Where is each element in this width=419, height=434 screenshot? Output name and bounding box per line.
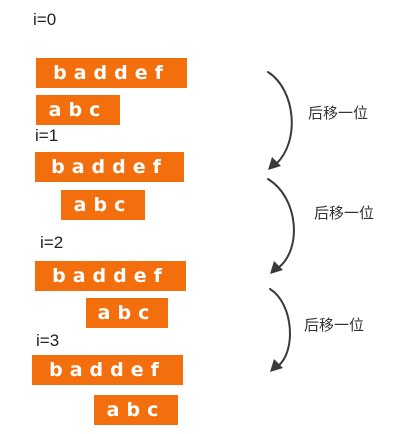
step-label-1: i=1 <box>35 126 59 145</box>
main-string-bar-1: baddef <box>35 152 184 182</box>
main-string-bar-0: baddef <box>36 58 187 88</box>
main-string-bar-2: baddef <box>35 261 186 291</box>
step-label-2: i=2 <box>40 233 64 252</box>
shift-note-0: 后移一位 <box>308 104 369 122</box>
shift-arrowhead-0 <box>268 157 281 170</box>
shift-note-1: 后移一位 <box>314 204 375 222</box>
shift-note-2: 后移一位 <box>304 316 365 334</box>
pattern-string-bar-3: abc <box>94 395 178 425</box>
shift-arrow-1 <box>267 178 295 269</box>
pattern-string-bar-1: abc <box>61 190 145 220</box>
pattern-string-bar-0: abc <box>36 95 120 125</box>
shift-arrow-0 <box>267 71 293 165</box>
step-label-3: i=3 <box>36 331 60 350</box>
step-label-0: i=0 <box>33 10 57 29</box>
shift-arrowhead-1 <box>270 261 283 274</box>
pattern-string-bar-2: abc <box>86 298 168 328</box>
shift-arrow-2 <box>269 288 291 367</box>
shift-arrowhead-2 <box>270 359 283 372</box>
main-string-bar-3: baddef <box>32 355 183 385</box>
